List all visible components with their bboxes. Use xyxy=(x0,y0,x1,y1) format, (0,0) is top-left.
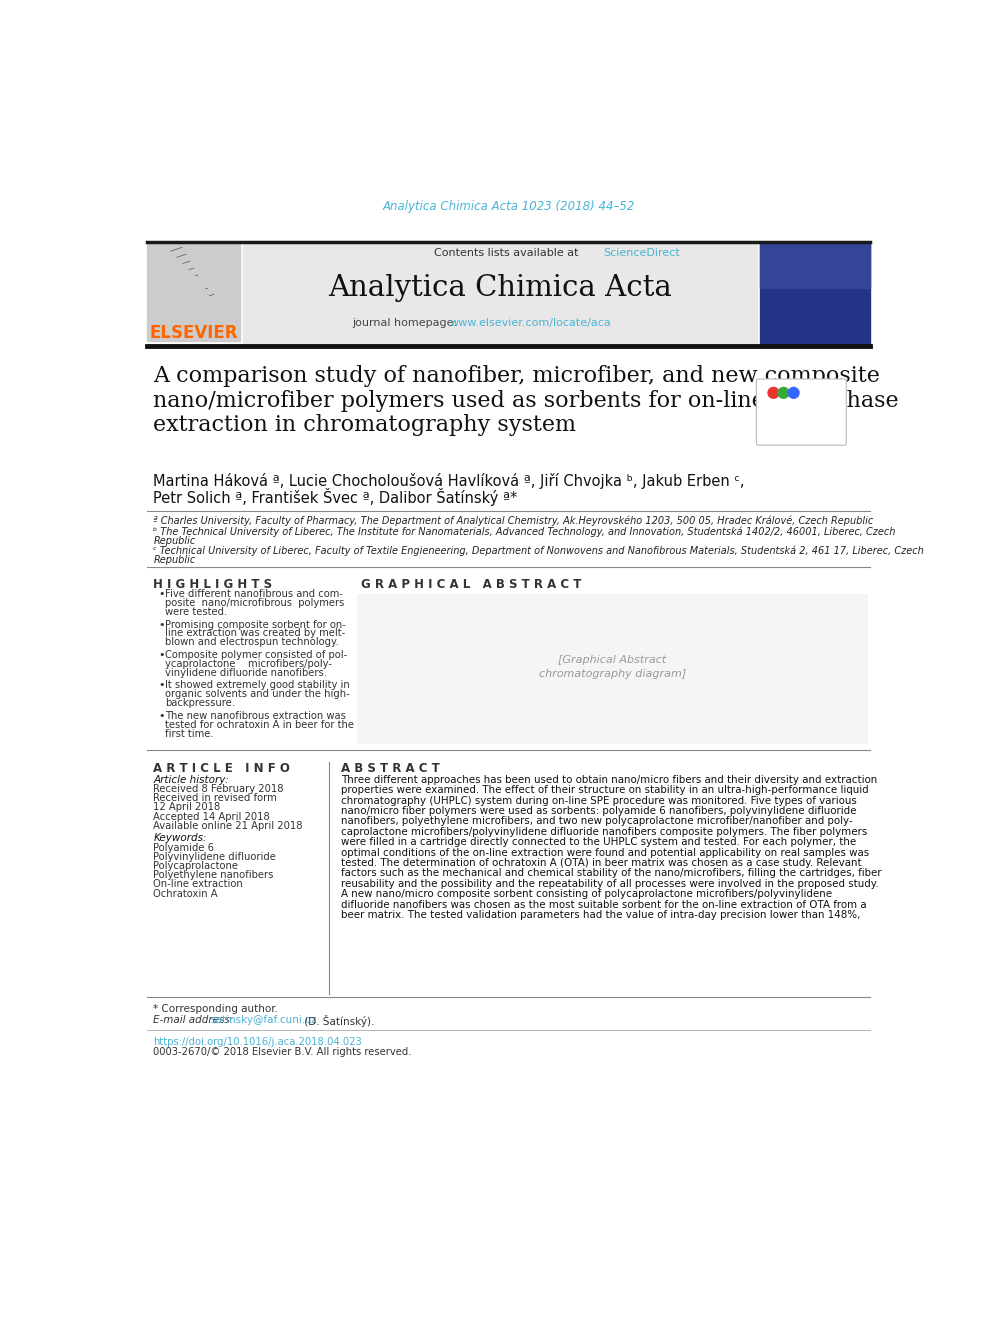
Bar xyxy=(760,243,870,288)
Text: Keywords:: Keywords: xyxy=(154,832,207,843)
Text: tested. The determination of ochratoxin A (OTA) in beer matrix was chosen as a c: tested. The determination of ochratoxin … xyxy=(341,857,862,868)
Text: were filled in a cartridge directly connected to the UHPLC system and tested. Fo: were filled in a cartridge directly conn… xyxy=(341,837,856,847)
Text: Ochratoxin A: Ochratoxin A xyxy=(154,889,218,898)
Text: E-mail address:: E-mail address: xyxy=(154,1015,234,1025)
Text: vinylidene difluoride nanofibers.: vinylidene difluoride nanofibers. xyxy=(165,668,327,677)
Text: A comparison study of nanofiber, microfiber, and new composite: A comparison study of nanofiber, microfi… xyxy=(154,365,880,388)
Text: •: • xyxy=(158,710,165,721)
Text: blown and electrospun technology.: blown and electrospun technology. xyxy=(165,638,339,647)
Text: •: • xyxy=(158,680,165,691)
Text: satinsky@faf.cuni.cz: satinsky@faf.cuni.cz xyxy=(210,1015,317,1025)
Circle shape xyxy=(778,388,789,398)
Text: extraction in chromatography system: extraction in chromatography system xyxy=(154,414,576,437)
Text: organic solvents and under the high-: organic solvents and under the high- xyxy=(165,689,350,700)
Text: optimal conditions of the on-line extraction were found and potential applicabil: optimal conditions of the on-line extrac… xyxy=(341,848,869,857)
Text: first time.: first time. xyxy=(165,729,213,738)
Text: https://doi.org/10.1016/j.aca.2018.04.023: https://doi.org/10.1016/j.aca.2018.04.02… xyxy=(154,1036,362,1046)
Text: Check for
updates: Check for updates xyxy=(780,413,823,433)
Text: tested for ochratoxin A in beer for the: tested for ochratoxin A in beer for the xyxy=(165,720,354,730)
Text: Analytica Chimica Acta 1023 (2018) 44–52: Analytica Chimica Acta 1023 (2018) 44–52 xyxy=(382,200,635,213)
Text: factors such as the mechanical and chemical stability of the nano/microfibers, f: factors such as the mechanical and chemi… xyxy=(341,868,882,878)
Text: backpressure.: backpressure. xyxy=(165,699,235,708)
Text: properties were examined. The effect of their structure on stability in an ultra: properties were examined. The effect of … xyxy=(341,785,869,795)
Text: posite  nano/microfibrous  polymers: posite nano/microfibrous polymers xyxy=(165,598,344,609)
Text: 12 April 2018: 12 April 2018 xyxy=(154,803,220,812)
Bar xyxy=(760,243,870,344)
Text: 0003-2670/© 2018 Elsevier B.V. All rights reserved.: 0003-2670/© 2018 Elsevier B.V. All right… xyxy=(154,1048,412,1057)
Text: Analytica Chimica Acta: Analytica Chimica Acta xyxy=(328,274,672,302)
Text: Received in revised form: Received in revised form xyxy=(154,794,277,803)
Text: ᶜ Technical University of Liberec, Faculty of Textile Engieneering, Department o: ᶜ Technical University of Liberec, Facul… xyxy=(154,545,925,556)
Text: nanofibers, polyethylene microfibers, and two new polycaprolactone microfiber/na: nanofibers, polyethylene microfibers, an… xyxy=(341,816,853,827)
Text: ᵇ The Technical University of Liberec, The Institute for Nanomaterials, Advanced: ᵇ The Technical University of Liberec, T… xyxy=(154,527,896,537)
Text: reusability and the possibility and the repeatability of all processes were invo: reusability and the possibility and the … xyxy=(341,878,879,889)
Text: nano/micro fiber polymers were used as sorbents: polyamide 6 nanofibers, polyvin: nano/micro fiber polymers were used as s… xyxy=(341,806,856,816)
Text: * Corresponding author.: * Corresponding author. xyxy=(154,1004,279,1015)
Circle shape xyxy=(789,388,799,398)
Text: difluoride nanofibers was chosen as the most suitable sorbent for the on-line ex: difluoride nanofibers was chosen as the … xyxy=(341,900,867,909)
Text: Article history:: Article history: xyxy=(154,775,229,785)
FancyBboxPatch shape xyxy=(756,378,846,446)
Text: line extraction was created by melt-: line extraction was created by melt- xyxy=(165,628,345,639)
Text: Petr Solich ª, František Švec ª, Dalibor Šatínský ª*: Petr Solich ª, František Švec ª, Dalibor… xyxy=(154,488,518,507)
Text: A new nano/micro composite sorbent consisting of polycaprolactone microfibers/po: A new nano/micro composite sorbent consi… xyxy=(341,889,832,900)
Text: H I G H L I G H T S: H I G H L I G H T S xyxy=(154,578,273,590)
Text: On-line extraction: On-line extraction xyxy=(154,880,243,889)
Text: Accepted 14 April 2018: Accepted 14 April 2018 xyxy=(154,812,270,822)
Text: nano/microfiber polymers used as sorbents for on-line solid phase: nano/microfiber polymers used as sorbent… xyxy=(154,390,899,411)
Text: Martina Háková ª, Lucie Chocholoušová Havlíková ª, Jiří Chvojka ᵇ, Jakub Erben ᶜ: Martina Háková ª, Lucie Chocholoušová Ha… xyxy=(154,472,745,490)
Text: ScienceDirect: ScienceDirect xyxy=(604,247,681,258)
Text: Polyvinylidene difluoride: Polyvinylidene difluoride xyxy=(154,852,277,861)
Text: Contents lists available at: Contents lists available at xyxy=(434,247,578,258)
Text: [Graphical Abstract
chromatography diagram]: [Graphical Abstract chromatography diagr… xyxy=(539,655,685,679)
Text: The new nanofibrous extraction was: The new nanofibrous extraction was xyxy=(165,710,346,721)
Text: chromatography (UHPLC) system during on-line SPE procedure was monitored. Five t: chromatography (UHPLC) system during on-… xyxy=(341,795,857,806)
Text: G R A P H I C A L   A B S T R A C T: G R A P H I C A L A B S T R A C T xyxy=(361,578,581,590)
Bar xyxy=(243,243,757,344)
Text: www.elsevier.com/locate/aca: www.elsevier.com/locate/aca xyxy=(449,318,611,328)
Text: journal homepage:: journal homepage: xyxy=(352,318,457,328)
Text: Five different nanofibrous and com-: Five different nanofibrous and com- xyxy=(165,589,343,599)
Text: caprolactone microfibers/polyvinylidene difluoride nanofibers composite polymers: caprolactone microfibers/polyvinylidene … xyxy=(341,827,867,836)
Text: Republic: Republic xyxy=(154,556,195,565)
Text: •: • xyxy=(158,619,165,630)
Text: Polyethylene nanofibers: Polyethylene nanofibers xyxy=(154,871,274,880)
Text: (D. Šatínský).: (D. Šatínský). xyxy=(301,1015,374,1027)
Text: Received 8 February 2018: Received 8 February 2018 xyxy=(154,785,284,794)
Text: Polycaprolactone: Polycaprolactone xyxy=(154,861,238,871)
Text: ELSEVIER: ELSEVIER xyxy=(150,324,238,341)
Text: Promising composite sorbent for on-: Promising composite sorbent for on- xyxy=(165,619,346,630)
Text: Polyamide 6: Polyamide 6 xyxy=(154,843,214,852)
Text: A R T I C L E   I N F O: A R T I C L E I N F O xyxy=(154,762,291,775)
Text: It showed extremely good stability in: It showed extremely good stability in xyxy=(165,680,350,691)
Text: ANALYTICA
CHIMICA
ACTA: ANALYTICA CHIMICA ACTA xyxy=(787,247,842,278)
Bar xyxy=(356,594,868,744)
Text: were tested.: were tested. xyxy=(165,607,227,617)
Text: Composite polymer consisted of pol-: Composite polymer consisted of pol- xyxy=(165,650,347,660)
Text: •: • xyxy=(158,650,165,660)
Text: Available online 21 April 2018: Available online 21 April 2018 xyxy=(154,822,303,831)
Text: A B S T R A C T: A B S T R A C T xyxy=(341,762,439,775)
Text: ycaprolactone    microfibers/poly-: ycaprolactone microfibers/poly- xyxy=(165,659,332,669)
Text: beer matrix. The tested validation parameters had the value of intra-day precisi: beer matrix. The tested validation param… xyxy=(341,910,860,919)
Text: •: • xyxy=(158,589,165,599)
Text: Republic: Republic xyxy=(154,536,195,546)
Text: ª Charles University, Faculty of Pharmacy, The Department of Analytical Chemistr: ª Charles University, Faculty of Pharmac… xyxy=(154,515,874,525)
Circle shape xyxy=(768,388,779,398)
Text: Three different approaches has been used to obtain nano/micro fibers and their d: Three different approaches has been used… xyxy=(341,775,877,785)
Bar xyxy=(147,243,240,341)
